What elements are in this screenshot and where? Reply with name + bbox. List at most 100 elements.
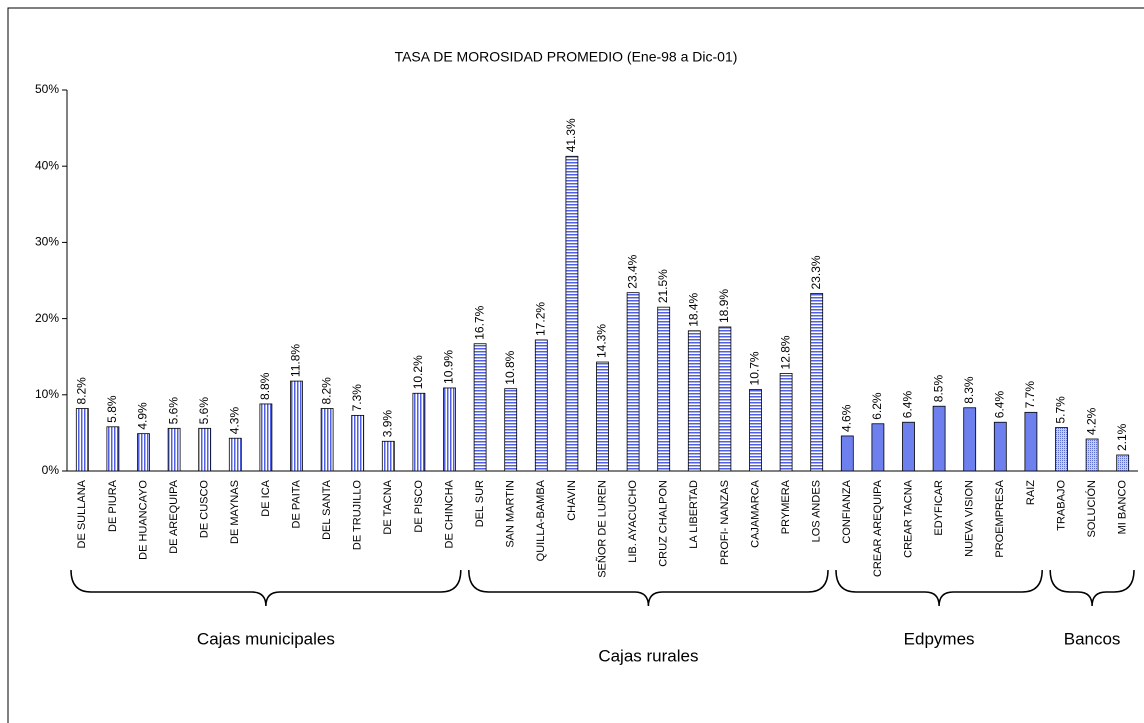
bar xyxy=(687,330,701,472)
bar xyxy=(412,392,426,472)
value-label: 7.3% xyxy=(350,384,364,412)
x-tick-label: MI BANCO xyxy=(1117,480,1129,535)
bar xyxy=(993,421,1007,472)
bar xyxy=(1116,454,1130,472)
bar xyxy=(1085,438,1099,472)
x-tick-label: RAIZ xyxy=(1025,480,1037,505)
value-label: 12.8% xyxy=(778,335,792,369)
value-label: 6.4% xyxy=(992,391,1006,419)
bar xyxy=(871,423,885,472)
bar xyxy=(810,293,824,472)
x-tick-label: DE ICA xyxy=(260,479,272,516)
value-label: 5.6% xyxy=(197,397,211,425)
x-tick-label: PROFI- NANZAS xyxy=(719,480,731,565)
value-label: 10.8% xyxy=(503,350,517,384)
value-label: 10.2% xyxy=(411,355,425,389)
bar xyxy=(565,155,579,472)
x-tick-label: QUILLA-BAMBA xyxy=(535,479,547,561)
x-tick-label: DE TRUJILLO xyxy=(352,480,364,551)
value-label: 4.9% xyxy=(136,402,150,430)
x-tick-label: DE CHINCHA xyxy=(443,479,455,548)
bar xyxy=(106,426,120,472)
x-tick-label: NUEVA VISION xyxy=(964,480,976,557)
x-tick-label: LA LIBERTAD xyxy=(688,480,700,549)
x-tick-label: DEL SANTA xyxy=(321,479,333,540)
y-tick-label: 30% xyxy=(35,235,59,249)
group-label: Edpymes xyxy=(904,629,975,648)
bar xyxy=(167,427,181,472)
x-tick-label: DE PIURA xyxy=(107,479,119,532)
value-label: 8.5% xyxy=(931,375,945,403)
x-tick-label: SOLUCIÓN xyxy=(1085,480,1098,538)
value-label: 3.9% xyxy=(380,410,394,438)
bar xyxy=(932,405,946,472)
bar xyxy=(1055,427,1068,472)
bar xyxy=(1024,411,1038,472)
value-label: 18.9% xyxy=(717,289,731,323)
x-tick-label: DE AREQUIPA xyxy=(168,479,180,553)
x-tick-label: CAJAMARCA xyxy=(749,479,761,548)
value-label: 5.7% xyxy=(1054,396,1068,424)
bar xyxy=(290,380,303,472)
x-tick-label: DE MAYNAS xyxy=(229,480,241,544)
bar xyxy=(443,387,456,472)
y-tick-label: 0% xyxy=(42,463,60,477)
value-label: 10.9% xyxy=(442,350,456,384)
value-label: 21.5% xyxy=(656,269,670,303)
value-label: 4.6% xyxy=(839,404,853,432)
bar xyxy=(840,435,854,472)
bar xyxy=(381,440,395,472)
group-brace xyxy=(835,569,1043,607)
x-tick-label: CRUZ CHALPON xyxy=(658,480,670,567)
group-label: Cajas municipales xyxy=(197,629,335,648)
value-label: 14.3% xyxy=(595,324,609,358)
x-tick-label: CREAR AREQUIPA xyxy=(872,479,884,577)
bar xyxy=(75,408,89,472)
group-brace xyxy=(1049,569,1135,607)
bar xyxy=(534,339,548,472)
value-label: 5.8% xyxy=(105,395,119,423)
value-label: 11.8% xyxy=(289,344,303,377)
value-label: 17.2% xyxy=(533,302,547,336)
bar xyxy=(596,361,609,472)
value-label: 4.2% xyxy=(1084,407,1098,435)
value-label: 8.2% xyxy=(319,377,333,405)
value-label: 23.3% xyxy=(809,255,823,289)
y-tick-label: 10% xyxy=(35,387,59,401)
x-tick-label: CREAR TACNA xyxy=(902,479,914,557)
group-label: Bancos xyxy=(1064,629,1121,648)
group-label: Cajas rurales xyxy=(598,646,698,665)
value-label: 6.2% xyxy=(870,392,884,420)
y-tick-label: 20% xyxy=(35,311,59,325)
bar xyxy=(198,427,212,472)
x-tick-label: DE PAITA xyxy=(290,479,302,528)
value-label: 6.4% xyxy=(901,391,915,419)
bar xyxy=(351,414,365,472)
bar xyxy=(259,403,273,472)
x-tick-label: CHAVIN xyxy=(566,480,578,521)
group-brace xyxy=(70,569,462,607)
bar xyxy=(963,407,977,472)
group-brace xyxy=(468,569,829,607)
bar xyxy=(320,408,334,472)
x-tick-label: TRABAJO xyxy=(1055,480,1067,531)
value-label: 23.4% xyxy=(625,254,639,288)
x-tick-label: EDYFICAR xyxy=(933,480,945,536)
value-label: 41.3% xyxy=(564,118,578,152)
value-label: 8.3% xyxy=(962,376,976,404)
value-label: 7.7% xyxy=(1023,381,1037,409)
value-label: 2.1% xyxy=(1115,423,1129,451)
y-tick-label: 40% xyxy=(35,158,59,172)
bar xyxy=(902,421,915,472)
x-tick-label: DE TACNA xyxy=(382,479,394,534)
x-tick-label: DE SULLANA xyxy=(76,479,88,548)
bar xyxy=(626,292,640,472)
x-tick-label: DEL SUR xyxy=(474,480,486,527)
bar xyxy=(779,373,793,472)
bar xyxy=(504,388,518,472)
value-label: 16.7% xyxy=(472,305,486,339)
bar xyxy=(657,306,671,472)
x-tick-label: PROEMPRESA xyxy=(994,479,1006,557)
value-label: 10.7% xyxy=(748,351,762,385)
bar xyxy=(749,389,762,472)
